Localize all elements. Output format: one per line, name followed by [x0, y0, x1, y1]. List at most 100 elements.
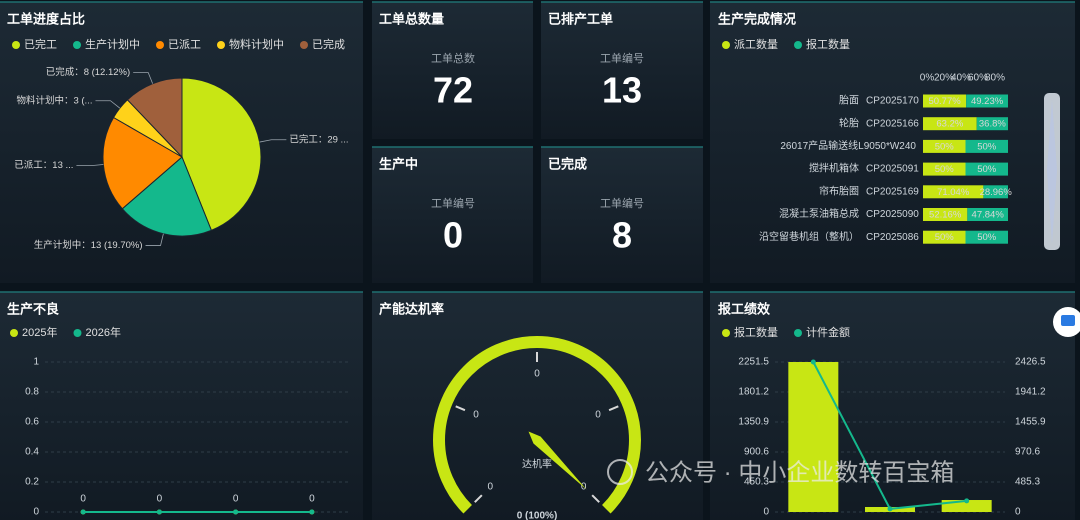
row-name: 轮胎	[839, 116, 859, 129]
chat-icon	[1061, 315, 1075, 326]
bar-segment	[923, 208, 968, 221]
panel	[372, 2, 533, 139]
pie-label: 已完工：29 ...	[289, 133, 348, 145]
legend-dot	[722, 41, 730, 49]
row-name: 沿空留巷机组（整机）	[759, 230, 859, 243]
row-code: CP2025170	[866, 96, 919, 107]
bar-value-label: 50.77%	[928, 96, 961, 107]
bar	[941, 500, 992, 512]
gauge-tick	[591, 494, 600, 503]
pie-label: 物料计划中：3 (...	[16, 94, 92, 106]
legend-label: 2026年	[85, 325, 120, 339]
card-label: 工单编号	[600, 196, 644, 210]
bar-segment	[976, 117, 1008, 131]
bar-value-label: 63.2%	[936, 119, 963, 130]
point	[810, 359, 816, 365]
card-value: 13	[602, 70, 642, 111]
gauge-tick-label: 0	[488, 481, 494, 492]
panel-title: 产能达机率	[379, 301, 444, 316]
bar-value-label: 28.96%	[980, 187, 1013, 198]
bar-segment	[923, 230, 966, 244]
panel-title: 生产完成情况	[718, 11, 796, 26]
data-label: 0	[309, 494, 315, 505]
panel	[372, 147, 533, 283]
y2-tick-label: 0	[1015, 507, 1021, 518]
bar-value-label: 50%	[977, 164, 997, 175]
bar-value-label: 36.8%	[979, 119, 1006, 130]
data-label: 0	[233, 494, 239, 505]
legend-dot	[73, 41, 81, 49]
card-label: 工单总数	[431, 51, 475, 65]
legend-dot	[12, 41, 20, 49]
bar-value-label: 50%	[935, 164, 955, 175]
y-tick-label: 1	[33, 357, 39, 368]
panel-title: 已排产工单	[548, 11, 613, 26]
panel-title: 生产不良	[7, 301, 59, 316]
legend-dot	[722, 329, 730, 337]
panel	[0, 292, 363, 520]
card-label: 工单编号	[600, 51, 644, 65]
pie-slice	[102, 116, 183, 210]
y-tick-label: 0.8	[25, 387, 39, 398]
label-leader	[76, 164, 104, 167]
pie-slice	[126, 77, 183, 159]
gauge-tick	[474, 494, 483, 503]
panel	[710, 292, 1075, 520]
legend-label: 报工数量	[734, 325, 778, 339]
gauge-tick-label: 0	[534, 369, 540, 380]
legend-label: 计件金额	[806, 325, 850, 339]
x-tick-label: 40%	[951, 73, 971, 84]
bar-value-label: 47.84%	[972, 210, 1005, 221]
label-leader	[133, 72, 154, 84]
legend-dot	[794, 329, 802, 337]
bar-value-label: 71.04%	[937, 187, 970, 198]
bar-segment	[923, 185, 984, 199]
gauge-value: 0 (100%)	[517, 511, 558, 520]
panel-title: 报工绩效	[718, 301, 771, 316]
legend-dot	[156, 41, 164, 49]
y-tick-label: 0	[763, 507, 769, 518]
y-tick-label: 1350.9	[738, 417, 769, 428]
data-label: 0	[157, 494, 163, 505]
row-code: CP2025169	[866, 186, 919, 197]
gauge-name: 达机率	[522, 458, 552, 471]
point	[964, 498, 970, 504]
gauge-pointer	[528, 431, 587, 490]
y-tick-label: 450.3	[744, 477, 769, 488]
row-code: CP2025166	[866, 118, 919, 129]
y-tick-label: 900.6	[744, 447, 769, 458]
row-code: CP2025086	[866, 232, 919, 243]
legend-label: 生产计划中	[85, 37, 140, 51]
bar-segment	[983, 185, 1008, 199]
bar-segment	[923, 117, 977, 131]
pie-label: 已派工：13 ...	[14, 160, 73, 171]
bar-segment	[965, 162, 1008, 176]
gauge-tick-label: 0	[473, 409, 479, 420]
panel-title: 已完成	[548, 156, 587, 171]
row-name: 搅拌机箱体	[809, 162, 859, 175]
bar-segment	[967, 208, 1008, 221]
y-tick-label: 0.6	[25, 417, 39, 428]
legend-label: 2025年	[22, 325, 57, 339]
panel-title: 工单总数量	[379, 11, 444, 26]
label-leader	[145, 233, 164, 246]
gauge-tick-label: 0	[595, 409, 601, 420]
legend-dot	[10, 329, 18, 337]
legend-dot	[300, 41, 308, 49]
x-tick-label: 20%	[934, 73, 954, 84]
legend-dot	[794, 41, 802, 49]
panel-title: 生产中	[379, 156, 418, 171]
row-name: 胎面	[839, 94, 859, 107]
legend-label: 已完工	[24, 37, 57, 51]
row-name: 26017产品输送线L9050*W240	[780, 139, 916, 152]
row-name: 混凝土泵油箱总成	[779, 207, 859, 220]
y2-tick-label: 1941.2	[1015, 387, 1046, 398]
card-value: 8	[612, 215, 632, 256]
watermark-icon	[607, 459, 633, 485]
x-tick-label: 60%	[968, 73, 988, 84]
bar-value-label: 50%	[977, 141, 997, 152]
y2-tick-label: 1455.9	[1015, 417, 1046, 428]
gauge-tick	[455, 405, 466, 412]
bar-value-label: 50%	[935, 232, 955, 243]
